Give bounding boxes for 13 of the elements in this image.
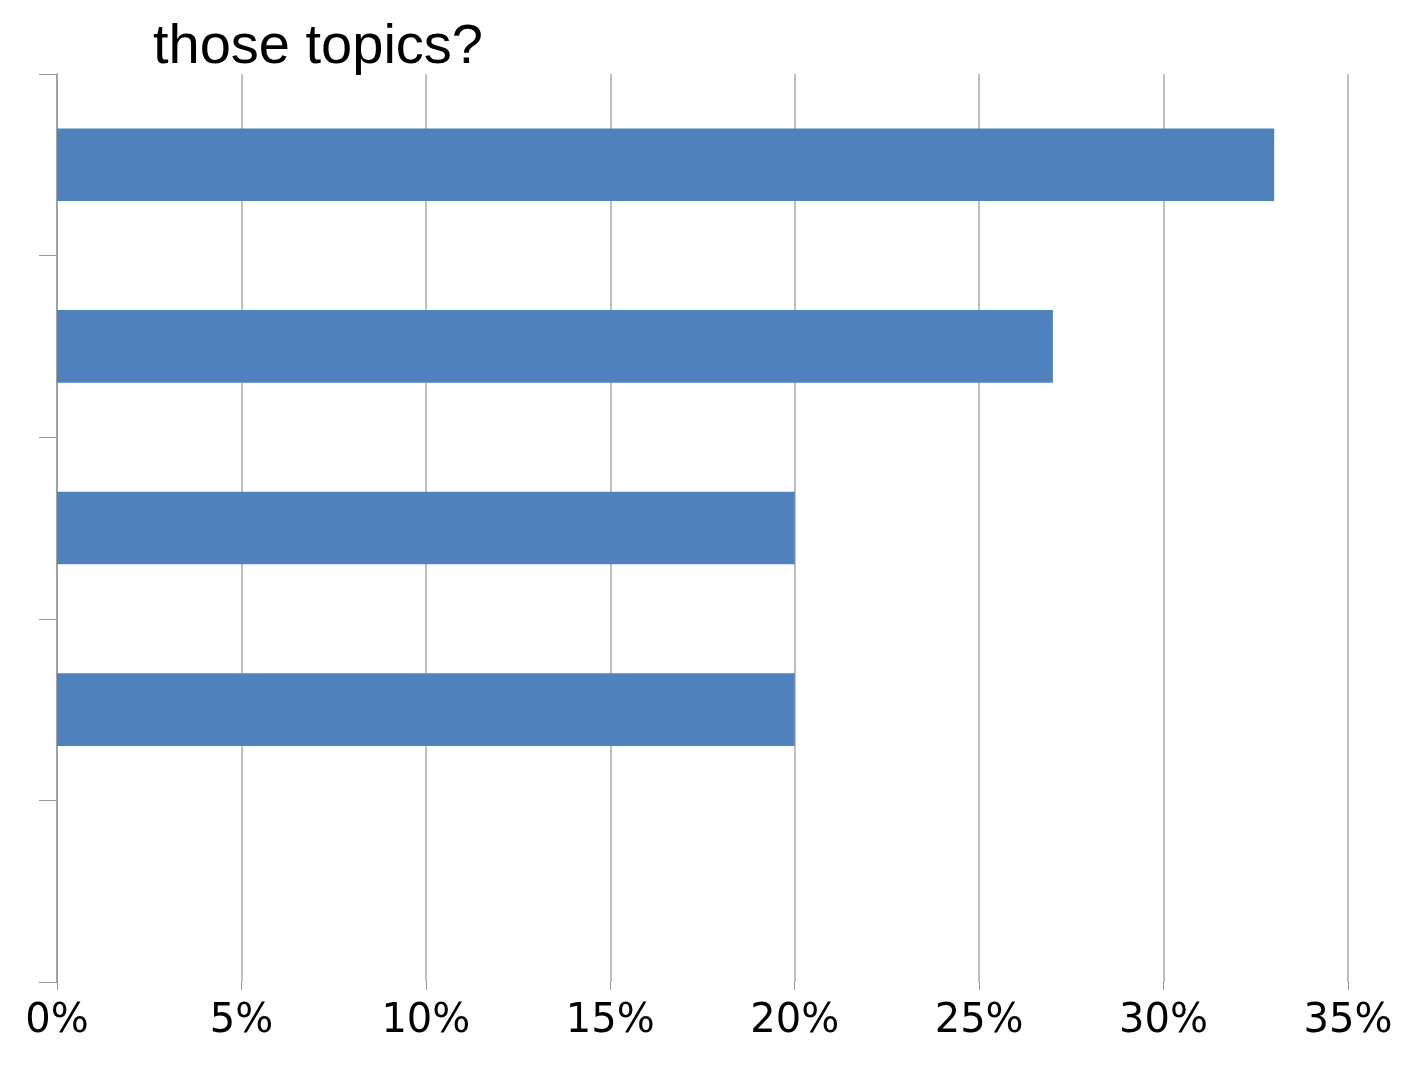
- bar: [57, 673, 795, 746]
- x-tick-label: 35%: [1303, 995, 1393, 1041]
- x-tick-label: 25%: [934, 995, 1024, 1041]
- x-tick-label: 15%: [565, 995, 655, 1041]
- x-tick-label: 10%: [381, 995, 471, 1041]
- bar: [57, 310, 1053, 383]
- x-tick-label: 5%: [209, 995, 274, 1041]
- bar: [57, 491, 795, 565]
- chart-title: those topics?: [153, 11, 483, 75]
- x-tick-label: 30%: [1119, 995, 1209, 1041]
- x-tick-label: 0%: [25, 995, 89, 1041]
- x-tick-label: 20%: [750, 995, 840, 1041]
- bar: [57, 128, 1275, 202]
